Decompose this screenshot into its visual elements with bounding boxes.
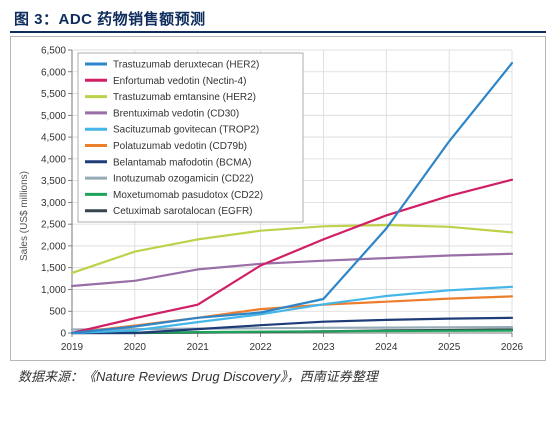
legend-label: Moxetumomab pasudotox (CD22): [113, 190, 263, 201]
y-tick-label: 3,500: [41, 176, 66, 187]
legend-label: Brentuximab vedotin (CD30): [113, 108, 239, 119]
x-tick-label: 2023: [312, 342, 335, 353]
y-tick-label: 4,500: [41, 133, 66, 144]
x-tick-label: 2020: [124, 342, 147, 353]
y-tick-label: 2,000: [41, 241, 66, 252]
y-tick-label: 4,000: [41, 154, 66, 165]
y-tick-label: 1,500: [41, 263, 66, 274]
figure-title: 图 3：ADC 药物销售额预测: [14, 11, 206, 28]
axes: 0 500 1,000 1,500 2,000 2,500 3,000 3,500 4,000 4…: [41, 46, 524, 354]
series-line: [70, 223, 514, 274]
x-tick-label: 2026: [501, 342, 524, 353]
series-line: [70, 178, 514, 335]
y-tick-label: 500: [49, 307, 66, 318]
y-tick-label: 3,000: [41, 198, 66, 209]
series-line: [70, 316, 514, 335]
x-tick-label: 2022: [249, 342, 272, 353]
legend-label: Inotuzumab ozogamicin (CD22): [113, 174, 254, 185]
title-divider: [10, 31, 546, 33]
series-line: [70, 252, 514, 288]
y-tick-label: 0: [60, 329, 66, 340]
x-tick-label: 2024: [375, 342, 398, 353]
y-tick-label: 1,000: [41, 285, 66, 296]
y-tick-label: 5,000: [41, 111, 66, 122]
x-tick-label: 2019: [61, 342, 84, 353]
series-line: [70, 285, 514, 335]
source-note: 数据来源：《Nature Reviews Drug Discovery》，西南证…: [18, 369, 378, 384]
legend-label: Belantamab mafodotin (BCMA): [113, 157, 251, 168]
legend-label: Polatuzumab vedotin (CD79b): [113, 141, 247, 152]
line-chart: 0 500 1,000 1,500 2,000 2,500 3,000 3,500 4,000 4…: [10, 36, 546, 361]
series-line: [70, 62, 514, 335]
y-tick-label: 5,500: [41, 89, 66, 100]
chart-container: 0 500 1,000 1,500 2,000 2,500 3,000 3,500 4,000 4…: [10, 36, 546, 361]
y-tick-label: 6,500: [41, 46, 66, 57]
x-tick-label: 2025: [438, 342, 461, 353]
y-tick-label: 2,500: [41, 220, 66, 231]
series-lines: [70, 62, 514, 335]
legend-label: Sacituzumab govitecan (TROP2): [113, 125, 259, 136]
legend-label: Trastuzumab emtansine (HER2): [113, 92, 256, 103]
x-tick-label: 2021: [187, 342, 210, 353]
legend-label: Trastuzumab deruxtecan (HER2): [113, 60, 259, 71]
legend-label: Cetuximab sarotalocan (EGFR): [113, 206, 253, 217]
legend: Trastuzumab deruxtecan (HER2) Enfortumab …: [77, 52, 304, 223]
y-axis-label: Sales (US$ millions): [19, 171, 30, 261]
legend-box: [77, 52, 304, 223]
legend-label: Enfortumab vedotin (Nectin-4): [113, 76, 246, 87]
y-tick-label: 6,000: [41, 67, 66, 78]
